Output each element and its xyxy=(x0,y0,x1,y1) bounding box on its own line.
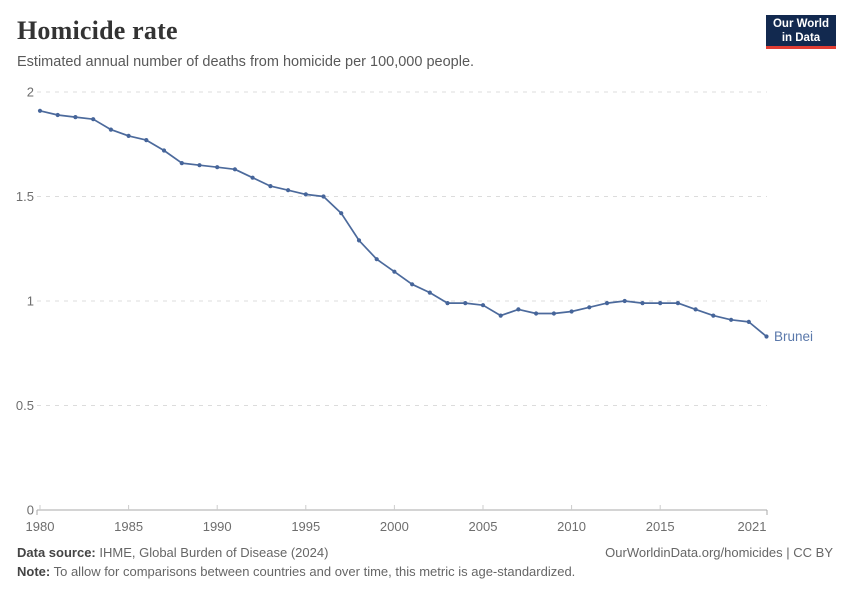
data-source-label: Data source: xyxy=(17,545,96,560)
data-point-1987[interactable] xyxy=(161,148,167,153)
data-point-2010[interactable] xyxy=(569,309,574,314)
data-point-2008[interactable] xyxy=(534,311,539,316)
data-point-1991[interactable] xyxy=(232,167,237,172)
data-point-1994[interactable] xyxy=(286,188,291,193)
data-point-2004[interactable] xyxy=(463,301,468,306)
x-tick-label-2005: 2005 xyxy=(469,519,498,534)
data-point-1999[interactable] xyxy=(374,257,379,262)
y-tick-label-0.5: 0.5 xyxy=(16,398,34,413)
data-point-2016[interactable] xyxy=(675,301,681,306)
data-point-1981[interactable] xyxy=(55,112,60,118)
data-point-2017[interactable] xyxy=(693,307,698,312)
data-point-2020[interactable] xyxy=(746,319,751,324)
x-tick-label-2021: 2021 xyxy=(738,519,767,534)
data-point-2011[interactable] xyxy=(587,305,592,310)
y-tick-label-2: 2 xyxy=(27,85,34,100)
data-point-2019[interactable] xyxy=(729,317,734,322)
data-point-1996[interactable] xyxy=(321,194,326,199)
data-point-1986[interactable] xyxy=(144,138,149,143)
data-point-2009[interactable] xyxy=(551,311,557,316)
y-tick-label-0: 0 xyxy=(27,503,34,518)
data-point-2021[interactable] xyxy=(764,334,769,339)
data-point-2000[interactable] xyxy=(392,269,397,274)
note-label: Note: xyxy=(17,564,51,579)
data-point-1993[interactable] xyxy=(268,184,273,189)
owid-logo-line1: Our World xyxy=(772,18,829,30)
data-point-2015[interactable] xyxy=(658,301,663,306)
owid-logo[interactable]: Our World in Data xyxy=(766,15,836,49)
data-point-2001[interactable] xyxy=(410,282,415,287)
x-tick-label-2015: 2015 xyxy=(646,519,675,534)
data-point-1995[interactable] xyxy=(303,192,308,197)
data-point-1980[interactable] xyxy=(37,108,43,113)
line-chart[interactable]: 0 0.5 1 1.5 2 1980 1985 1990 1995 2000 2005 2010 201… xyxy=(0,80,850,540)
page-title: Homicide rate xyxy=(17,16,178,45)
note-line: Note: To allow for comparisons between c… xyxy=(17,564,833,579)
note-value: To allow for comparisons between countri… xyxy=(53,564,576,579)
data-point-1989[interactable] xyxy=(197,163,202,168)
data-point-1982[interactable] xyxy=(73,115,78,120)
x-tick-label-1980: 1980 xyxy=(26,519,55,534)
data-point-2007[interactable] xyxy=(516,307,521,312)
chart-area[interactable]: 0 0.5 1 1.5 2 1980 1985 1990 1995 2000 2005 2010 201… xyxy=(0,80,850,540)
x-tick-label-1990: 1990 xyxy=(203,519,232,534)
data-point-2013[interactable] xyxy=(622,298,627,304)
data-source-value: IHME, Global Burden of Disease (2024) xyxy=(99,545,329,560)
data-point-1983[interactable] xyxy=(91,117,96,122)
data-point-2002[interactable] xyxy=(427,290,432,295)
chart-subtitle: Estimated annual number of deaths from h… xyxy=(17,54,475,70)
data-point-2005[interactable] xyxy=(480,303,486,308)
data-point-1985[interactable] xyxy=(126,133,131,138)
data-point-1997[interactable] xyxy=(339,211,344,216)
chart-footer: Data source: IHME, Global Burden of Dise… xyxy=(17,545,833,579)
data-point-1988[interactable] xyxy=(179,161,184,166)
data-point-2003[interactable] xyxy=(445,301,450,306)
x-tick-label-2010: 2010 xyxy=(557,519,586,534)
data-point-2012[interactable] xyxy=(604,301,610,306)
data-line-brunei[interactable] xyxy=(39,109,768,338)
y-tick-label-1: 1 xyxy=(27,294,34,309)
data-point-1984[interactable] xyxy=(108,127,113,132)
entity-label-brunei[interactable]: Brunei xyxy=(774,329,813,344)
owid-logo-line2: in Data xyxy=(781,32,821,44)
x-tick-label-1985: 1985 xyxy=(114,519,143,534)
data-source-line: Data source: IHME, Global Burden of Dise… xyxy=(17,545,328,560)
data-point-1998[interactable] xyxy=(356,238,362,243)
data-point-2014[interactable] xyxy=(640,301,645,306)
data-point-1990[interactable] xyxy=(215,165,220,170)
x-tick-label-1995: 1995 xyxy=(291,519,320,534)
owid-link[interactable]: OurWorldinData.org/homicides | CC BY xyxy=(605,545,833,560)
y-tick-label-1.5: 1.5 xyxy=(16,189,34,204)
data-point-2018[interactable] xyxy=(711,313,716,318)
data-point-1992[interactable] xyxy=(250,175,255,180)
x-tick-label-2000: 2000 xyxy=(380,519,409,534)
data-point-2006[interactable] xyxy=(498,313,503,318)
